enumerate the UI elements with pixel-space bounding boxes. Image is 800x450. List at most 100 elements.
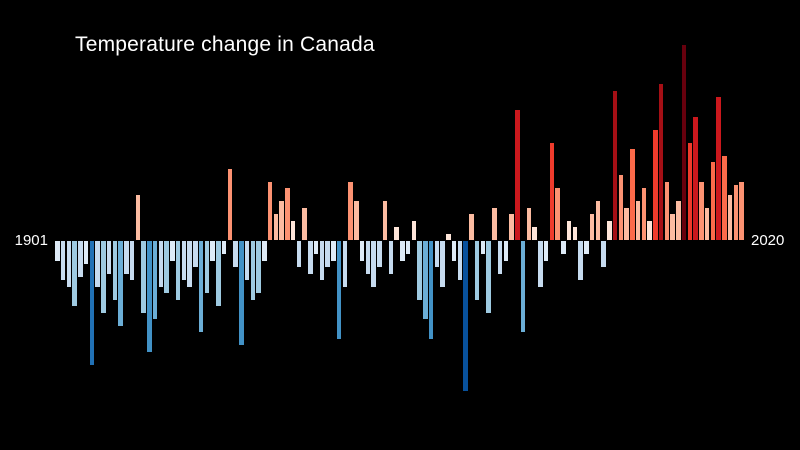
bar-year-2015 (710, 162, 716, 240)
bar-year-1915 (135, 194, 141, 240)
bar-year-2012 (693, 116, 698, 240)
bar-year-1968 (440, 241, 445, 287)
bar-year-2017 (722, 155, 727, 240)
bar-year-1979 (503, 241, 509, 261)
bar-year-2007 (664, 181, 670, 240)
bar-year-1931 (227, 168, 233, 240)
bar-year-1988 (555, 188, 560, 240)
bar-year-1938 (267, 181, 273, 240)
bar-year-2005 (653, 129, 658, 240)
bar-year-1948 (325, 241, 330, 267)
bar-year-1944 (302, 207, 307, 240)
bar-year-1972 (463, 241, 468, 391)
bar-year-1901 (55, 241, 60, 261)
bar-year-1987 (549, 142, 555, 240)
bar-year-2006 (658, 84, 664, 240)
bar-year-1974 (474, 241, 480, 300)
bar-year-1943 (296, 241, 302, 267)
bar-year-1929 (216, 241, 221, 306)
bar-year-1995 (595, 201, 601, 240)
bar-year-1934 (244, 241, 250, 280)
bar-year-1955 (365, 241, 371, 274)
bar-year-1921 (170, 241, 175, 261)
bar-year-1960 (394, 227, 399, 240)
bar-year-1973 (469, 214, 474, 240)
chart-title: Temperature change in Canada (75, 33, 375, 56)
bar-year-2016 (716, 97, 721, 240)
bar-year-1966 (428, 241, 434, 339)
bar-year-2013 (699, 181, 704, 240)
bar-area (55, 0, 745, 450)
bar-year-1913 (124, 241, 129, 274)
bar-year-1971 (457, 241, 463, 280)
bar-year-1908 (95, 241, 100, 287)
bar-year-1953 (354, 201, 359, 240)
bar-year-1947 (319, 241, 325, 280)
bar-year-2001 (630, 149, 635, 240)
bar-year-1942 (290, 220, 296, 240)
bar-year-2020 (739, 181, 744, 240)
bar-year-1989 (561, 241, 566, 254)
bar-year-1999 (618, 175, 624, 240)
bar-year-1980 (509, 214, 514, 240)
bar-year-1914 (129, 241, 135, 280)
bar-year-2004 (647, 220, 652, 240)
bar-year-1903 (66, 241, 72, 287)
bar-year-1957 (377, 241, 382, 267)
bar-year-1994 (589, 214, 595, 240)
bar-year-2009 (676, 201, 681, 240)
bar-year-1928 (210, 241, 215, 261)
bar-year-1970 (451, 241, 457, 261)
bar-year-1927 (204, 241, 210, 293)
bar-year-1922 (175, 241, 181, 300)
bar-year-1958 (382, 201, 388, 240)
bar-year-1905 (78, 241, 83, 277)
bar-year-1912 (118, 241, 123, 326)
bar-year-1976 (486, 241, 491, 313)
bar-year-2019 (733, 184, 739, 240)
bar-year-1919 (158, 241, 164, 287)
bar-year-2018 (727, 194, 733, 240)
bar-year-1977 (492, 207, 497, 240)
bar-year-1940 (279, 201, 284, 240)
bar-year-1959 (388, 241, 394, 274)
bar-year-1991 (572, 227, 578, 240)
bar-year-1975 (480, 241, 486, 254)
bar-year-1981 (515, 110, 520, 240)
bar-year-1935 (250, 241, 256, 300)
bar-year-1963 (411, 220, 417, 240)
bar-year-1998 (612, 90, 618, 240)
bar-year-1933 (239, 241, 244, 345)
bar-year-1906 (83, 241, 89, 264)
bar-year-1985 (538, 241, 543, 287)
axis-start-year-label: 1901 (14, 232, 48, 249)
bar-year-2008 (670, 214, 675, 240)
bar-year-1964 (417, 241, 422, 300)
bar-year-1917 (147, 241, 152, 352)
bar-year-2011 (687, 142, 693, 240)
bar-year-1911 (112, 241, 118, 300)
bar-year-1907 (89, 241, 95, 365)
bar-year-1978 (497, 241, 503, 274)
bar-year-1923 (181, 241, 187, 280)
bar-year-2010 (681, 45, 687, 240)
bar-year-1909 (101, 241, 106, 313)
bar-year-1932 (233, 241, 238, 267)
axis-end-year-label: 2020 (751, 232, 785, 249)
bar-year-1962 (405, 241, 411, 254)
bar-year-1930 (221, 241, 227, 254)
bar-year-2002 (635, 201, 641, 240)
bar-year-1925 (193, 241, 198, 267)
bar-year-1951 (342, 241, 348, 287)
bar-year-1910 (106, 241, 112, 274)
bar-year-1918 (152, 241, 158, 319)
bar-year-1939 (273, 214, 279, 240)
bar-year-1904 (72, 241, 77, 306)
bar-year-1902 (60, 241, 66, 280)
bar-year-1956 (371, 241, 376, 287)
bar-year-1986 (543, 241, 549, 261)
bar-year-1996 (601, 241, 606, 267)
bar-year-1982 (520, 241, 526, 332)
bar-year-1952 (348, 181, 353, 240)
